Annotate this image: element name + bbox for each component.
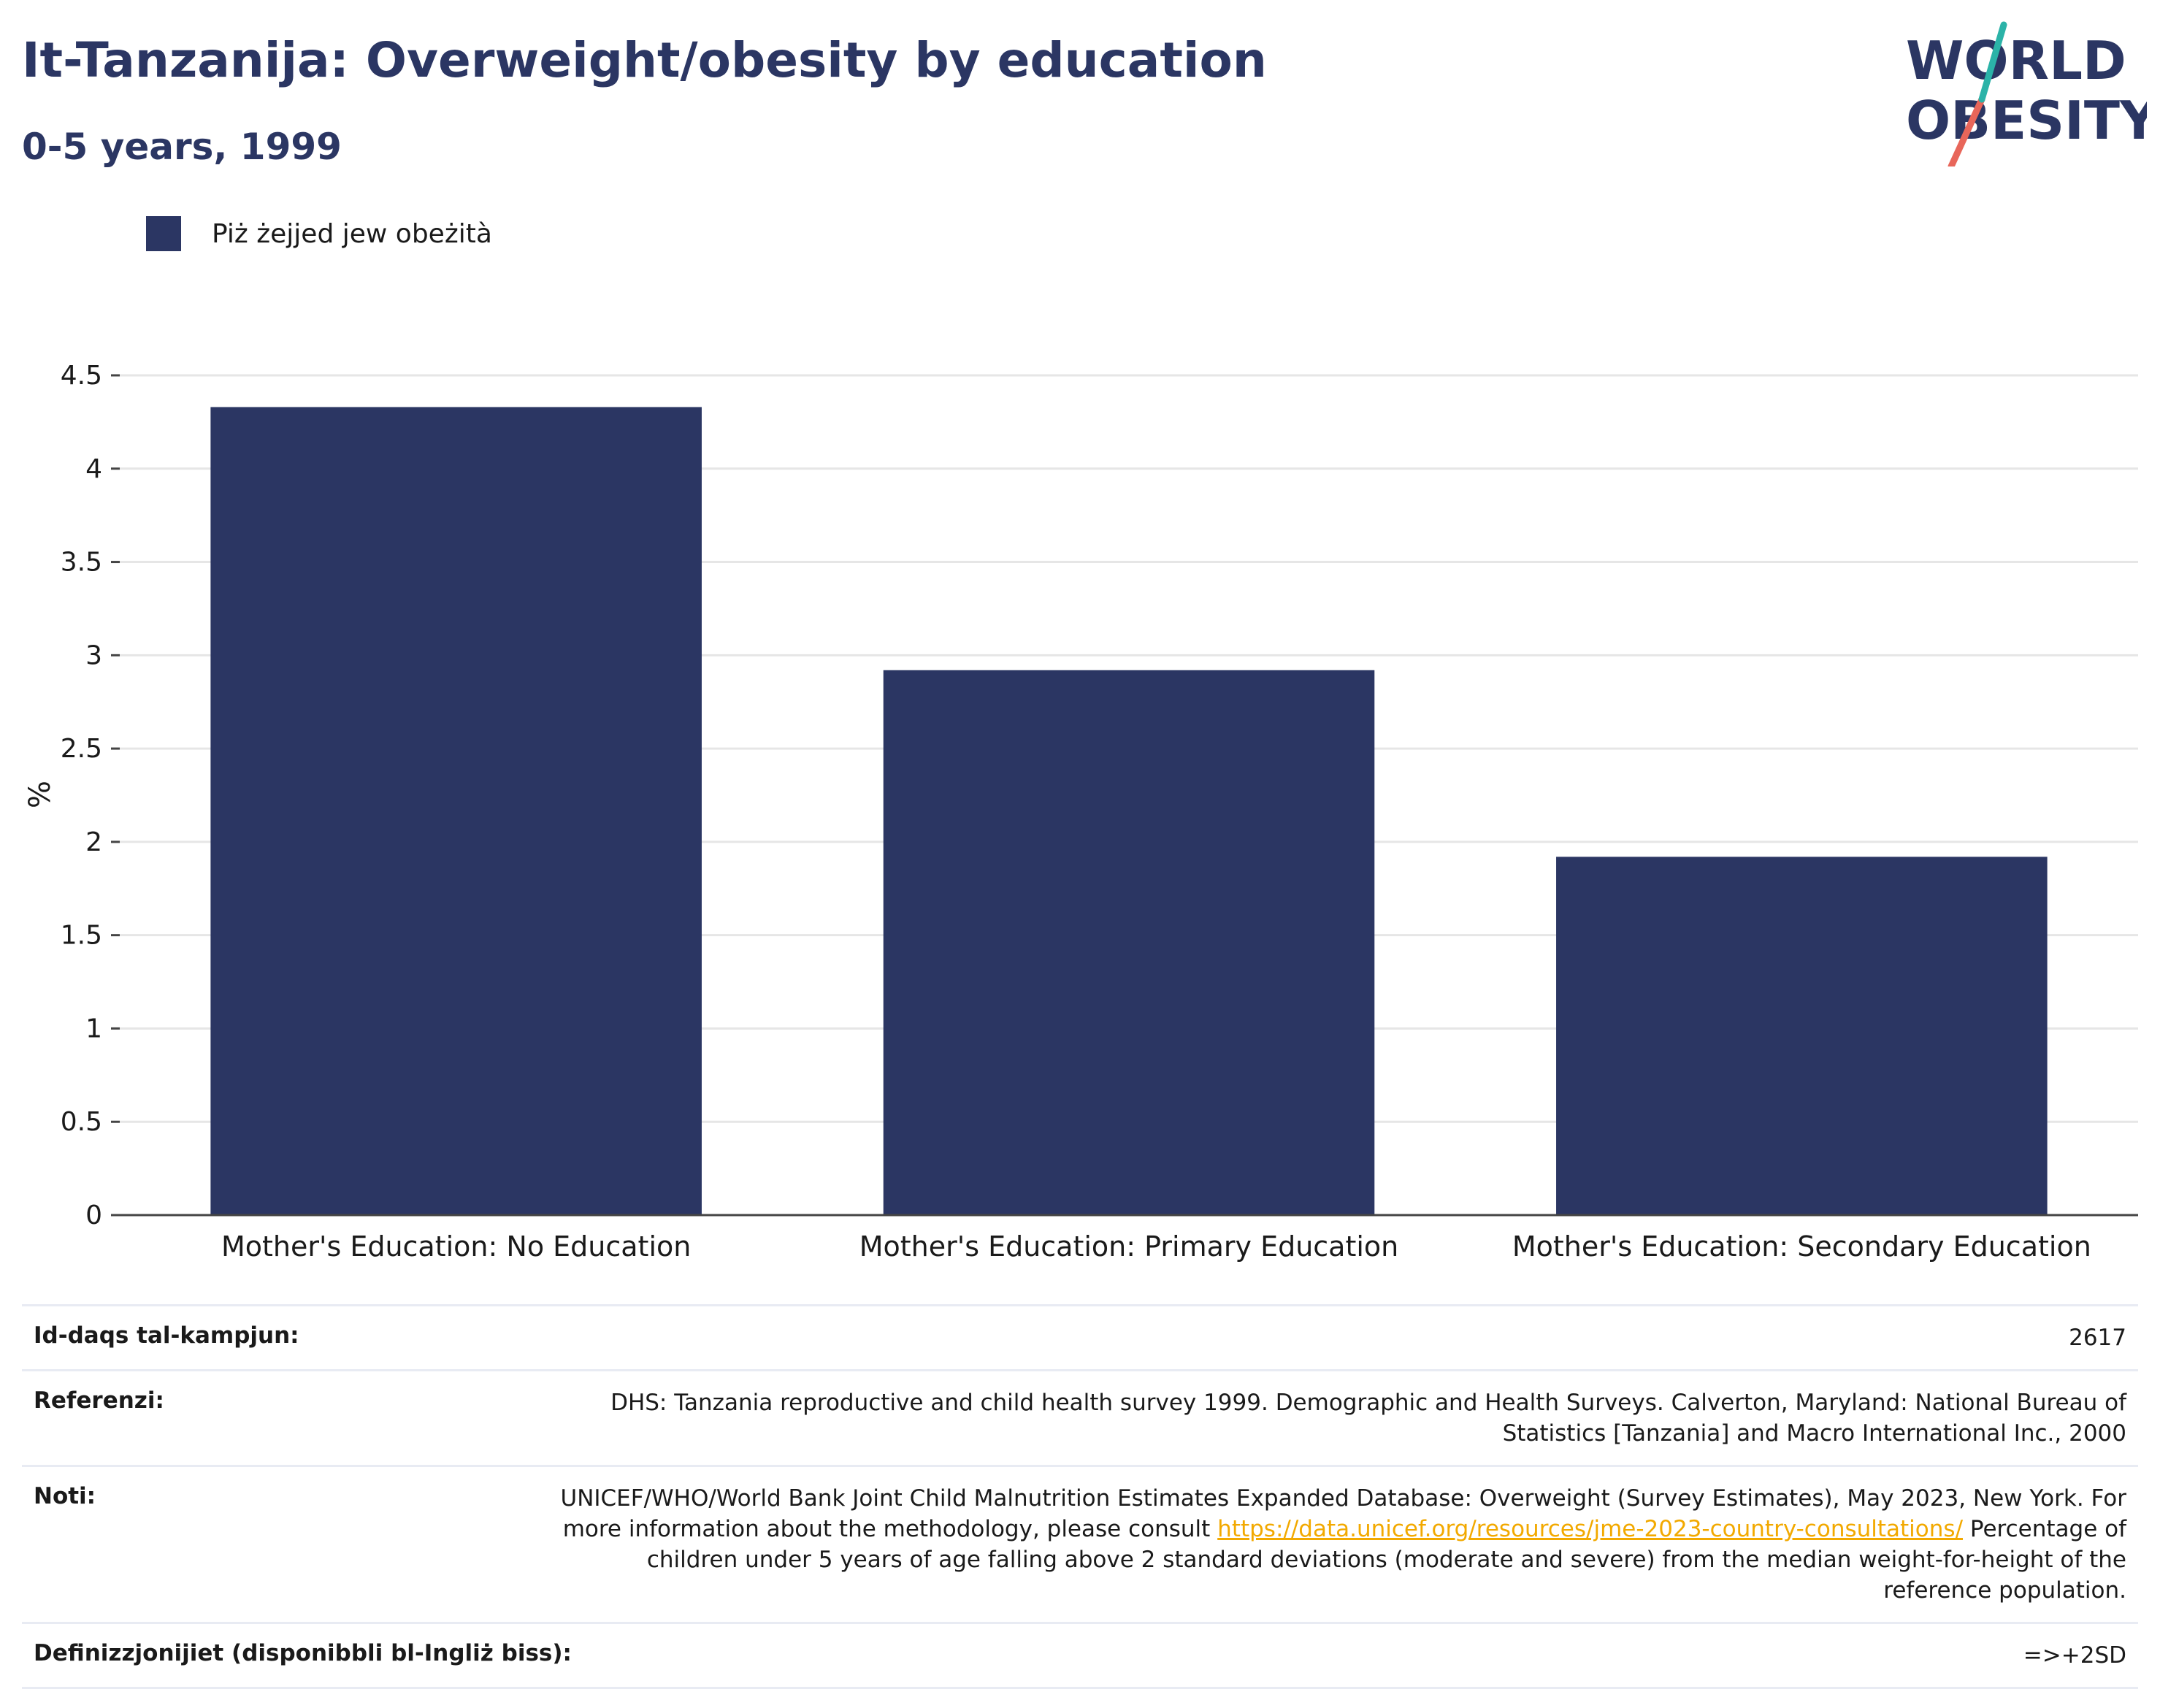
world-obesity-logo: WORLD OBESITY — [1906, 21, 2147, 166]
y-tick-label: 2 — [85, 827, 102, 857]
sample-size-value: 2617 — [2069, 1325, 2126, 1351]
definitions-value: =>+2SD — [2023, 1642, 2126, 1669]
chart-title: It-Tanzanija: Overweight/obesity by educ… — [22, 32, 1267, 88]
notes-value: UNICEF/WHO/World Bank Joint Child Malnut… — [535, 1483, 2127, 1606]
bars — [210, 407, 2048, 1215]
notes-row: Noti: UNICEF/WHO/World Bank Joint Child … — [22, 1465, 2138, 1622]
notes-text-after: Percentage of children under 5 years of … — [646, 1516, 2126, 1604]
bar[interactable] — [883, 670, 1375, 1215]
y-tick-label: 4.5 — [61, 361, 102, 391]
logo-slash-coral — [1948, 96, 1985, 166]
y-tick-label: 1 — [85, 1014, 102, 1043]
chart-subtitle: 0-5 years, 1999 — [22, 126, 342, 168]
y-tick-label: 0.5 — [61, 1107, 102, 1137]
notes-label: Noti: — [34, 1483, 96, 1509]
y-tick-label: 4 — [85, 454, 102, 484]
definitions-label: Definizzjonijiet (disponibbli bl-Ingliż … — [34, 1640, 572, 1666]
logo-slash-teal — [1978, 21, 2007, 103]
chart-legend[interactable]: Piż żejjed jew obeżità — [146, 216, 492, 251]
bar[interactable] — [1556, 857, 2048, 1215]
y-tick-label: 2.5 — [61, 734, 102, 764]
legend-swatch — [146, 216, 181, 251]
x-category-label: Mother's Education: No Education — [221, 1230, 691, 1263]
definitions-row: Definizzjonijiet (disponibbli bl-Ingliż … — [22, 1622, 2138, 1689]
references-row: Referenzi: DHS: Tanzania reproductive an… — [22, 1369, 2138, 1465]
x-axis-categories: Mother's Education: No Education Mother's… — [221, 1230, 2091, 1263]
y-axis-title: % — [23, 781, 57, 808]
y-tick-label: 0 — [85, 1200, 102, 1230]
x-category-label: Mother's Education: Secondary Education — [1512, 1230, 2091, 1263]
logo-line1: WORLD — [1906, 30, 2126, 91]
y-tick-label: 3 — [85, 640, 102, 670]
y-axis-ticks: 0 0.5 1 1.5 2 2.5 3 3.5 4 4.5 — [61, 361, 120, 1230]
sample-size-row: Id-daqs tal-kampjun: 2617 — [22, 1304, 2138, 1369]
logo-line2: OBESITY — [1906, 90, 2147, 151]
x-category-label: Mother's Education: Primary Education — [859, 1230, 1399, 1263]
info-table: Id-daqs tal-kampjun: 2617 Referenzi: DHS… — [22, 1304, 2138, 1689]
sample-size-label: Id-daqs tal-kampjun: — [34, 1322, 299, 1349]
references-value: DHS: Tanzania reproductive and child hea… — [610, 1390, 2126, 1447]
notes-link[interactable]: https://data.unicef.org/resources/jme-20… — [1217, 1516, 1964, 1542]
notes-text-before: UNICEF/WHO/World Bank Joint Child Malnut… — [560, 1485, 2127, 1542]
bar-chart: 0 0.5 1 1.5 2 2.5 3 3.5 4 4.5 Mother's Education:… — [23, 361, 2138, 1263]
y-tick-label: 3.5 — [61, 548, 102, 578]
bar[interactable] — [210, 407, 702, 1215]
legend-label: Piż żejjed jew obeżità — [212, 218, 492, 249]
y-tick-label: 1.5 — [61, 921, 102, 951]
references-label: Referenzi: — [34, 1387, 164, 1414]
